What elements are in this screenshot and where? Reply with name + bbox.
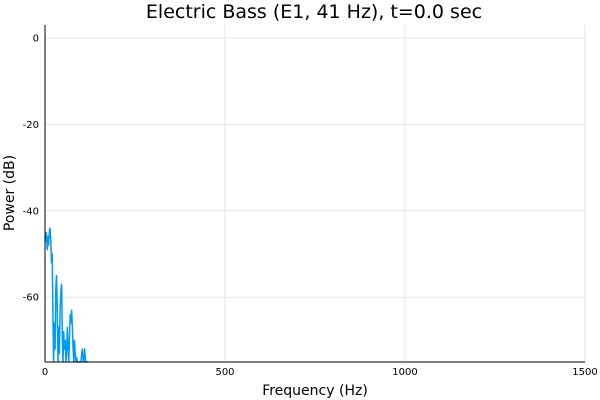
x-axis-label: Frequency (Hz) (262, 383, 368, 399)
y-tick-label: 0 (33, 33, 39, 44)
chart-title: Electric Bass (E1, 41 Hz), t=0.0 sec (146, 1, 482, 23)
series-line (44, 227, 89, 363)
series-group (44, 227, 89, 363)
y-tick-label: -20 (23, 120, 39, 131)
tick-labels: 0 500 1000 1500 0 -20 -40 -60 (23, 33, 598, 378)
x-tick-label: 0 (42, 367, 48, 378)
y-tick-label: -40 (23, 206, 39, 217)
x-tick-label: 500 (215, 367, 234, 378)
x-tick-label: 1000 (392, 367, 417, 378)
grid (45, 25, 586, 362)
x-tick-label: 1500 (572, 367, 597, 378)
y-axis-label: Power (dB) (2, 155, 18, 231)
y-tick-label: -60 (23, 293, 39, 304)
